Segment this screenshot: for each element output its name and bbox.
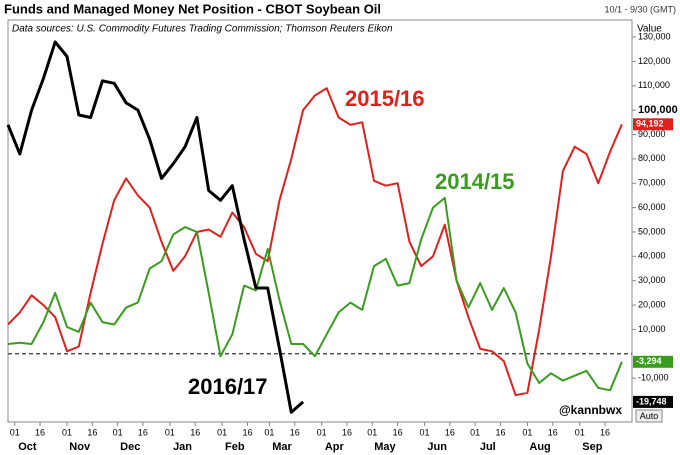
- plot-frame: [7, 19, 633, 423]
- series-name: 2016/17: [188, 374, 268, 399]
- x-tick-label: 16: [242, 427, 252, 437]
- month-label: Oct: [18, 441, 37, 453]
- last-value-label: -19,748: [636, 396, 667, 406]
- series-name: 2015/16: [345, 86, 425, 111]
- scale-button-label[interactable]: Auto: [640, 411, 659, 421]
- x-tick-label: 16: [600, 427, 610, 437]
- x-tick-label: 16: [548, 427, 558, 437]
- x-tick-label: 01: [470, 427, 480, 437]
- date-range: 10/1 - 9/30 (GMT): [604, 4, 676, 14]
- series-line: [6, 40, 305, 414]
- month-label: Apr: [325, 441, 345, 453]
- chart-title: Funds and Managed Money Net Position - C…: [4, 1, 381, 16]
- x-tick-label: 01: [264, 427, 274, 437]
- y-tick-label: 130,000: [638, 31, 671, 41]
- x-tick-label: 16: [190, 427, 200, 437]
- y-tick-label: 30,000: [638, 275, 666, 285]
- x-tick-label: 16: [87, 427, 97, 437]
- last-value-label: -3,294: [636, 356, 662, 366]
- y-tick-label: 20,000: [638, 299, 666, 309]
- x-tick-label: 01: [10, 427, 20, 437]
- y-tick-label: 60,000: [638, 202, 666, 212]
- y-tick-label: 40,000: [638, 251, 666, 261]
- month-label: Nov: [69, 441, 91, 453]
- y-tick-label: 120,000: [638, 56, 671, 66]
- x-tick-label: 16: [495, 427, 505, 437]
- last-value-label: 94,192: [636, 119, 664, 129]
- y-tick-label: 10,000: [638, 324, 666, 334]
- month-label: Dec: [120, 441, 140, 453]
- y-tick-label: -10,000: [638, 373, 669, 383]
- y-tick-label: 80,000: [638, 153, 666, 163]
- y-tick-label: 50,000: [638, 226, 666, 236]
- month-label: May: [374, 441, 396, 453]
- x-tick-label: 16: [138, 427, 148, 437]
- series-name: 2014/15: [435, 169, 515, 194]
- credit: @kannbwx: [559, 403, 622, 417]
- month-label: Feb: [225, 441, 245, 453]
- x-tick-label: 01: [62, 427, 72, 437]
- x-tick-label: 01: [165, 427, 175, 437]
- series-line: [7, 87, 623, 397]
- y-axis-label: Value: [637, 24, 662, 35]
- x-tick-label: 16: [290, 427, 300, 437]
- month-label: Jan: [173, 441, 192, 453]
- last-value-box: [633, 118, 673, 131]
- subtitle: Data sources: U.S. Commodity Futures Tra…: [12, 24, 393, 35]
- y-tick-label: 110,000: [638, 80, 670, 90]
- last-value-box: [633, 395, 673, 408]
- x-tick-label: 16: [393, 427, 403, 437]
- month-label: Mar: [272, 441, 292, 453]
- x-tick-label: 16: [445, 427, 455, 437]
- y-tick-label: 70,000: [638, 178, 666, 188]
- y-tick-label: 100,000: [638, 104, 678, 116]
- x-tick-label: 01: [113, 427, 123, 437]
- last-value-box: [633, 355, 673, 368]
- x-tick-label: 01: [522, 427, 532, 437]
- month-label: Jun: [427, 441, 447, 453]
- month-label: Sep: [582, 441, 602, 453]
- x-tick-label: 16: [35, 427, 45, 437]
- x-tick-label: 16: [342, 427, 352, 437]
- series-line: [7, 196, 623, 392]
- x-tick-label: 01: [420, 427, 430, 437]
- month-label: Jul: [480, 441, 496, 453]
- x-tick-label: 01: [217, 427, 227, 437]
- x-tick-label: 01: [367, 427, 377, 437]
- x-tick-label: 01: [317, 427, 327, 437]
- x-tick-label: 01: [575, 427, 585, 437]
- scale-button[interactable]: [635, 409, 663, 423]
- y-tick-label: 90,000: [638, 129, 666, 139]
- month-label: Aug: [529, 441, 550, 453]
